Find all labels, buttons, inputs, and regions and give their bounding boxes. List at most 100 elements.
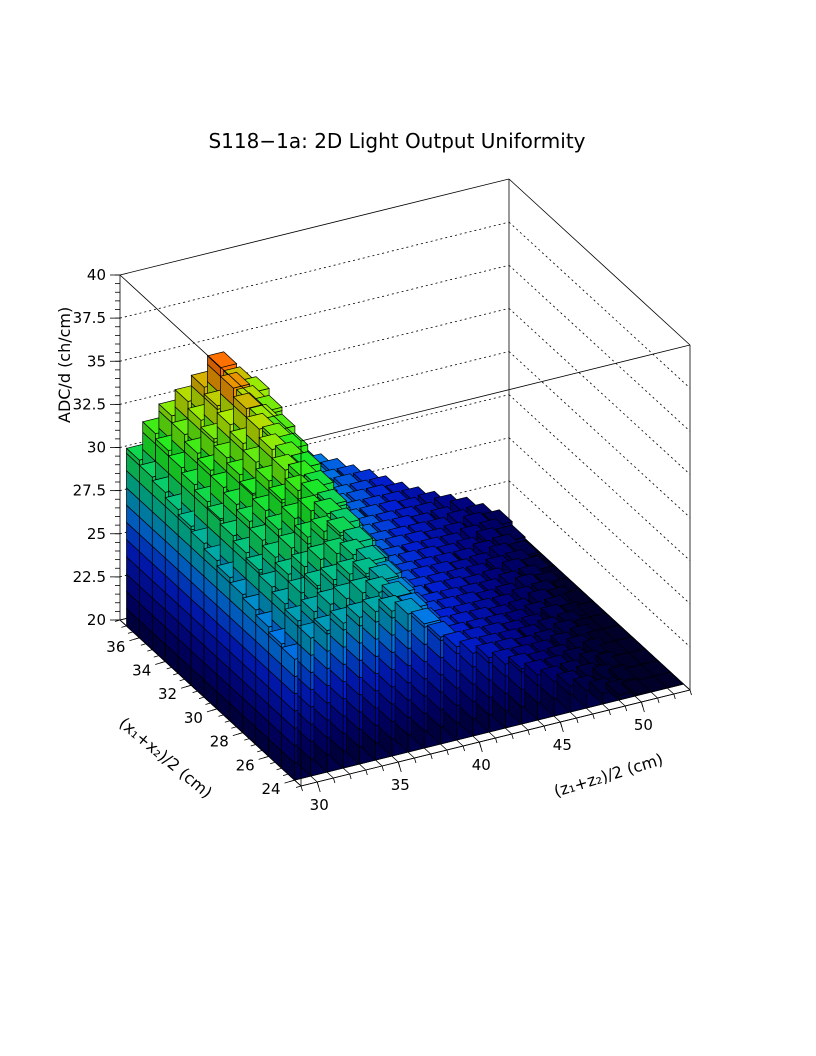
y-tick-label: 30 bbox=[184, 709, 203, 727]
x-minor-tick bbox=[527, 729, 530, 736]
bar-top-face bbox=[653, 671, 685, 689]
x-minor-tick bbox=[333, 777, 336, 784]
x-minor-tick bbox=[414, 757, 417, 764]
y-tick-label: 36 bbox=[106, 638, 125, 656]
y-minor-tick bbox=[179, 678, 185, 682]
z-tick-label: 20 bbox=[87, 611, 106, 629]
x-minor-tick bbox=[478, 741, 482, 748]
grid-line bbox=[508, 437, 691, 605]
front-top-edge bbox=[119, 274, 302, 442]
bar-top-face bbox=[605, 678, 636, 696]
x-minor-tick bbox=[495, 737, 498, 744]
y-minor-tick bbox=[153, 655, 159, 658]
y-tick-label: 24 bbox=[261, 780, 280, 798]
z-tick-label: 35 bbox=[87, 352, 106, 370]
x-minor-tick bbox=[576, 717, 579, 724]
grid-line bbox=[119, 221, 510, 319]
chart-title: S118−1a: 2D Light Output Uniformity bbox=[208, 129, 585, 153]
x-minor-tick bbox=[300, 785, 303, 792]
grid-line bbox=[508, 221, 691, 389]
back-top-edge bbox=[508, 178, 691, 346]
y-minor-tick bbox=[257, 750, 263, 753]
bar-top-face bbox=[290, 451, 322, 468]
x-minor-tick bbox=[316, 781, 320, 788]
x-minor-tick bbox=[624, 705, 628, 712]
x-minor-tick bbox=[397, 761, 401, 768]
bar-top-face bbox=[495, 524, 526, 542]
y-minor-tick bbox=[282, 773, 289, 777]
back-top-edge bbox=[119, 178, 510, 276]
x-tick-label: 30 bbox=[310, 796, 329, 814]
y-minor-tick bbox=[231, 726, 237, 729]
y-minor-tick bbox=[121, 625, 127, 628]
bar-top-face bbox=[316, 488, 348, 506]
z-tick-label: 37.5 bbox=[73, 309, 106, 327]
bar-top-face bbox=[410, 607, 442, 625]
bar-top-face bbox=[355, 545, 387, 562]
y-minor-tick bbox=[289, 779, 295, 782]
z-tick-label: 32.5 bbox=[73, 395, 106, 413]
x-tick-label: 35 bbox=[391, 776, 410, 794]
grid-line bbox=[508, 264, 691, 432]
y-minor-tick bbox=[140, 643, 146, 646]
x-minor-tick bbox=[511, 733, 514, 740]
grid-line bbox=[508, 351, 691, 518]
bar-top-face bbox=[381, 580, 413, 598]
y-minor-tick bbox=[134, 637, 140, 640]
z-tick-label: 25 bbox=[87, 525, 106, 543]
z-tick-label: 40 bbox=[87, 266, 106, 284]
y-minor-tick bbox=[295, 785, 302, 788]
x-minor-tick bbox=[657, 697, 660, 704]
bar-top-face bbox=[608, 664, 639, 682]
x-minor-tick bbox=[559, 721, 563, 728]
y-minor-tick bbox=[127, 631, 134, 634]
y-minor-tick bbox=[244, 738, 250, 741]
lego-bar bbox=[605, 678, 636, 701]
x-minor-tick bbox=[365, 769, 368, 776]
y-minor-tick bbox=[198, 696, 205, 699]
y-minor-tick bbox=[263, 755, 269, 759]
x-tick-label: 40 bbox=[472, 756, 491, 774]
y-tick-label: 34 bbox=[132, 662, 151, 680]
y-minor-tick bbox=[173, 672, 179, 676]
grid-line bbox=[508, 480, 691, 648]
grid-line bbox=[119, 264, 510, 362]
bar-top-face bbox=[508, 540, 539, 557]
y-minor-tick bbox=[237, 732, 243, 735]
x-minor-tick bbox=[349, 773, 352, 780]
bar-top-face bbox=[329, 507, 361, 525]
y-minor-tick bbox=[205, 702, 211, 705]
x-minor-tick bbox=[430, 753, 433, 760]
x-minor-tick bbox=[543, 725, 547, 732]
bar-top-face bbox=[595, 650, 627, 668]
bar-top-face bbox=[342, 526, 374, 543]
bar-top-face bbox=[303, 470, 335, 487]
grid-line bbox=[508, 394, 691, 561]
y-minor-tick bbox=[147, 649, 153, 652]
x-minor-tick bbox=[446, 749, 449, 756]
x-tick-label: 50 bbox=[634, 716, 653, 734]
x-minor-tick bbox=[608, 709, 611, 716]
bar-top-face bbox=[621, 678, 652, 695]
y-minor-tick bbox=[224, 720, 231, 723]
y-minor-tick bbox=[160, 661, 166, 664]
lego-bars bbox=[125, 351, 685, 781]
y-minor-tick bbox=[185, 684, 192, 688]
y-tick-label: 28 bbox=[210, 733, 229, 751]
y-tick-label: 32 bbox=[158, 685, 177, 703]
lego-bar bbox=[653, 671, 685, 689]
y-tick-label: 26 bbox=[236, 756, 255, 774]
x-minor-tick bbox=[381, 765, 384, 772]
y-minor-tick bbox=[114, 619, 121, 622]
bar-top-face bbox=[206, 351, 238, 369]
y-minor-tick bbox=[270, 761, 276, 765]
y-minor-tick bbox=[218, 714, 224, 717]
y-minor-tick bbox=[211, 708, 218, 711]
x-axis-label: (z₁+z₂)/2 (cm) bbox=[552, 750, 666, 801]
x-minor-tick bbox=[689, 689, 692, 696]
y-minor-tick bbox=[166, 667, 172, 670]
x-tick-label: 45 bbox=[553, 736, 572, 754]
bar-top-face bbox=[482, 509, 513, 526]
bar-top-face bbox=[232, 392, 264, 409]
